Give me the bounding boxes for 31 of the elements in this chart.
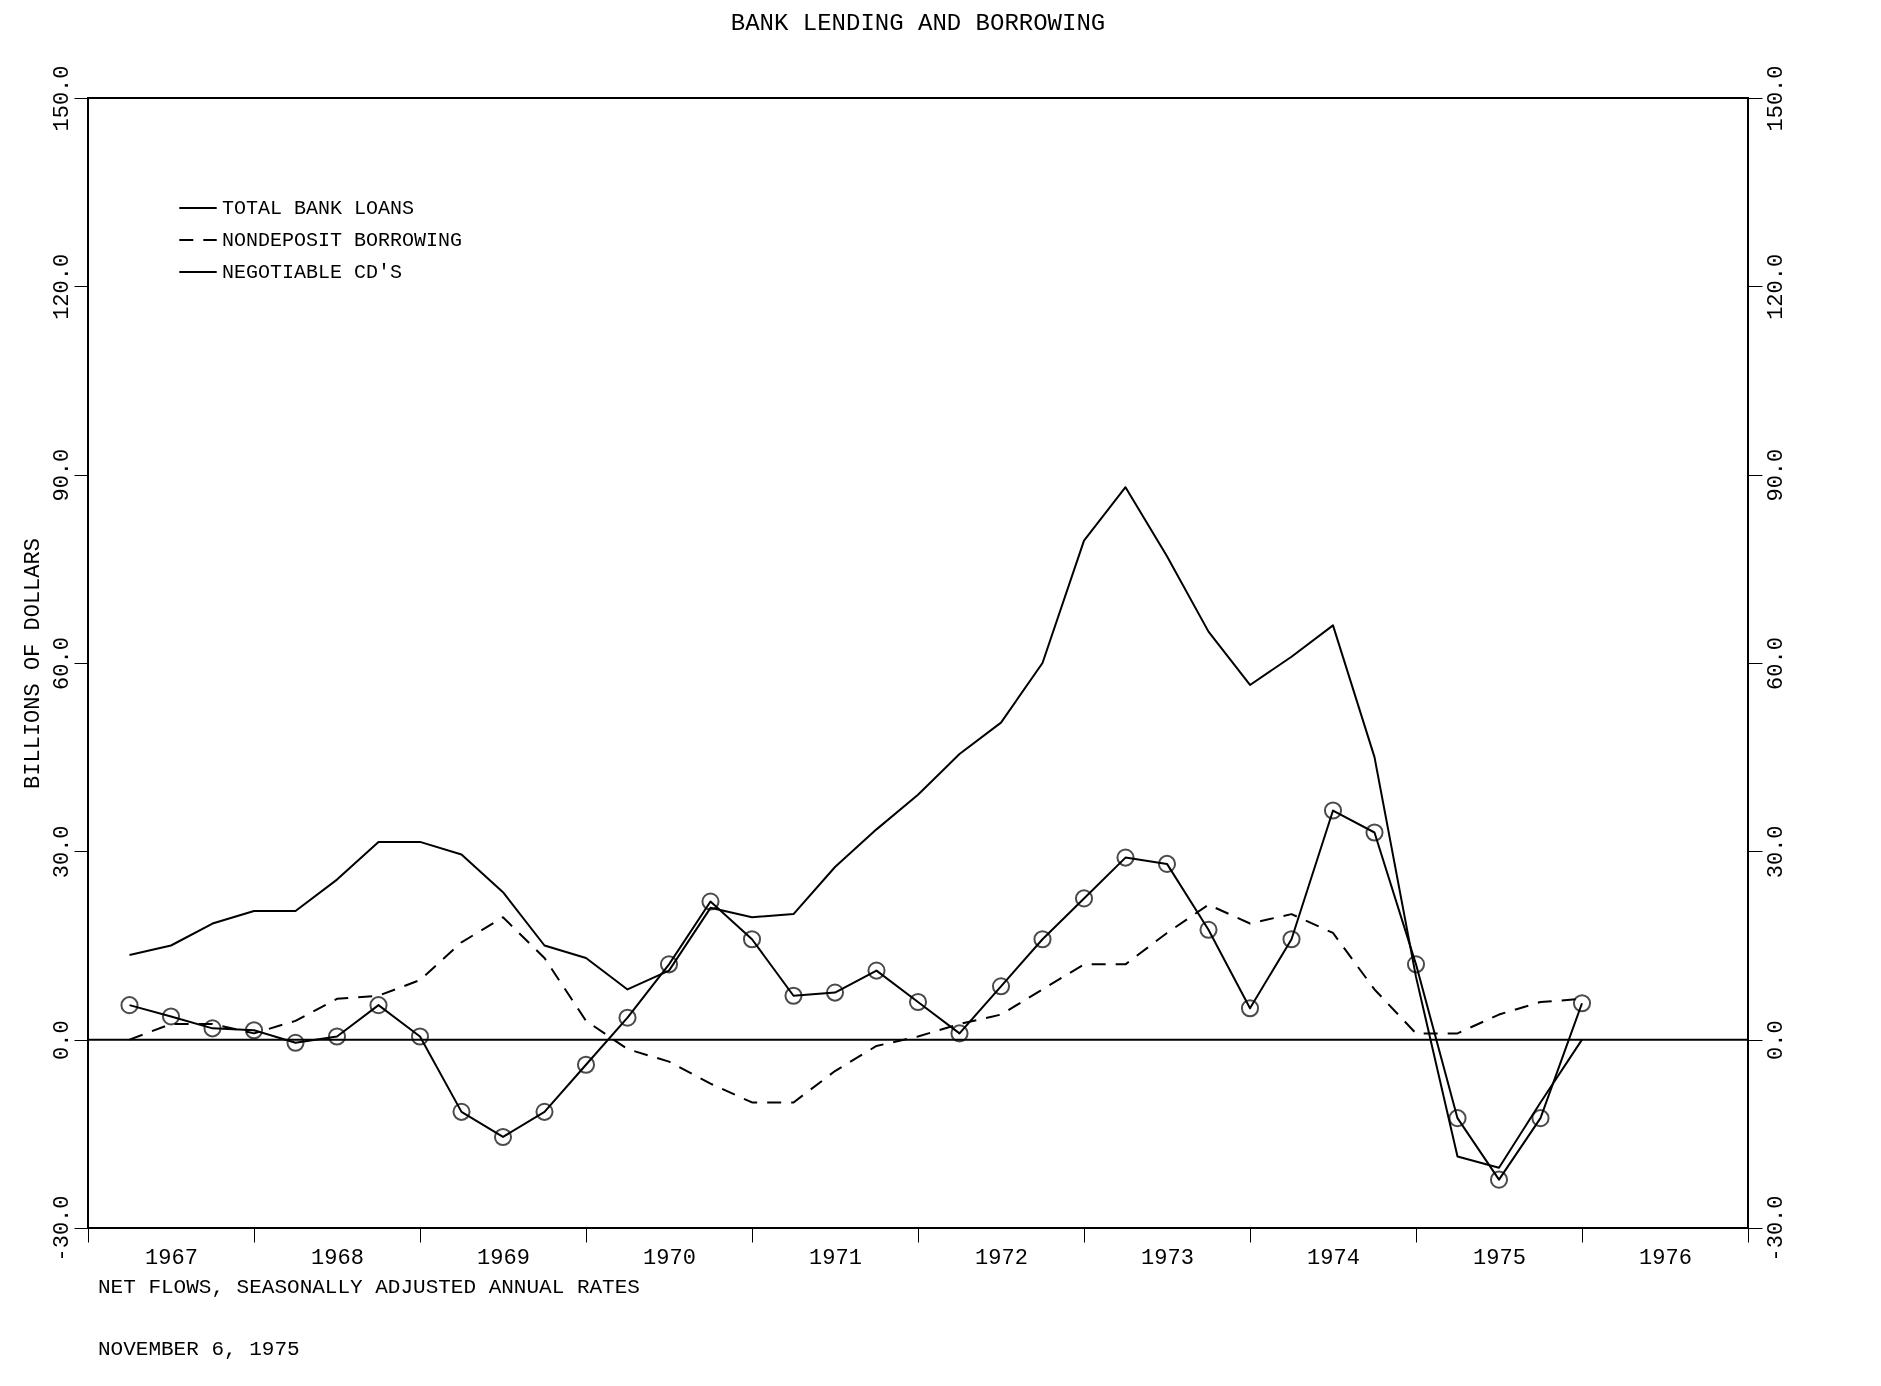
y2-tick-label: -30.0 [1763, 1195, 1789, 1262]
x-tick-label: 1967 [145, 1245, 198, 1271]
chart-title: BANK LENDING AND BORROWING [730, 9, 1106, 37]
x-tick-label: 1974 [1307, 1245, 1360, 1271]
x-tick-label: 1972 [975, 1245, 1028, 1271]
y-tick-label: -30.0 [49, 1195, 75, 1262]
y-tick-label: 90.0 [49, 448, 75, 502]
y2-tick-label: 120.0 [1763, 253, 1789, 320]
x-tick-label: 1971 [809, 1245, 862, 1271]
y-tick-label: 60.0 [49, 637, 75, 690]
text: NOVEMBER 6, 1975 [98, 1338, 300, 1361]
x-tick-label: 1969 [477, 1245, 530, 1271]
x-tick-label: 1975 [1473, 1245, 1526, 1271]
y-tick-label: 120.0 [49, 253, 75, 320]
legend-label: TOTAL BANK LOANS [222, 197, 415, 220]
y-tick-label: 0.0 [49, 1020, 75, 1060]
y2-tick-label: 60.0 [1763, 637, 1789, 690]
x-tick-label: 1973 [1141, 1245, 1194, 1271]
y-tick-label: 150.0 [49, 65, 75, 132]
legend-label: NEGOTIABLE CD'S [222, 261, 403, 284]
y2-tick-label: 0.0 [1763, 1020, 1789, 1060]
x-tick-label: 1970 [643, 1245, 696, 1271]
y-axis-title: BILLIONS OF DOLLARS [20, 538, 46, 789]
legend-label: NONDEPOSIT BORROWING [222, 229, 463, 252]
x-tick-label: 1976 [1639, 1245, 1692, 1271]
x-tick-label: 1968 [311, 1245, 364, 1271]
y2-tick-label: 150.0 [1763, 65, 1789, 132]
text: NET FLOWS, SEASONALLY ADJUSTED ANNUAL RATES [98, 1276, 640, 1299]
y2-tick-label: 30.0 [1763, 825, 1789, 879]
y-tick-label: 30.0 [49, 825, 75, 879]
y2-tick-label: 90.0 [1763, 448, 1789, 502]
